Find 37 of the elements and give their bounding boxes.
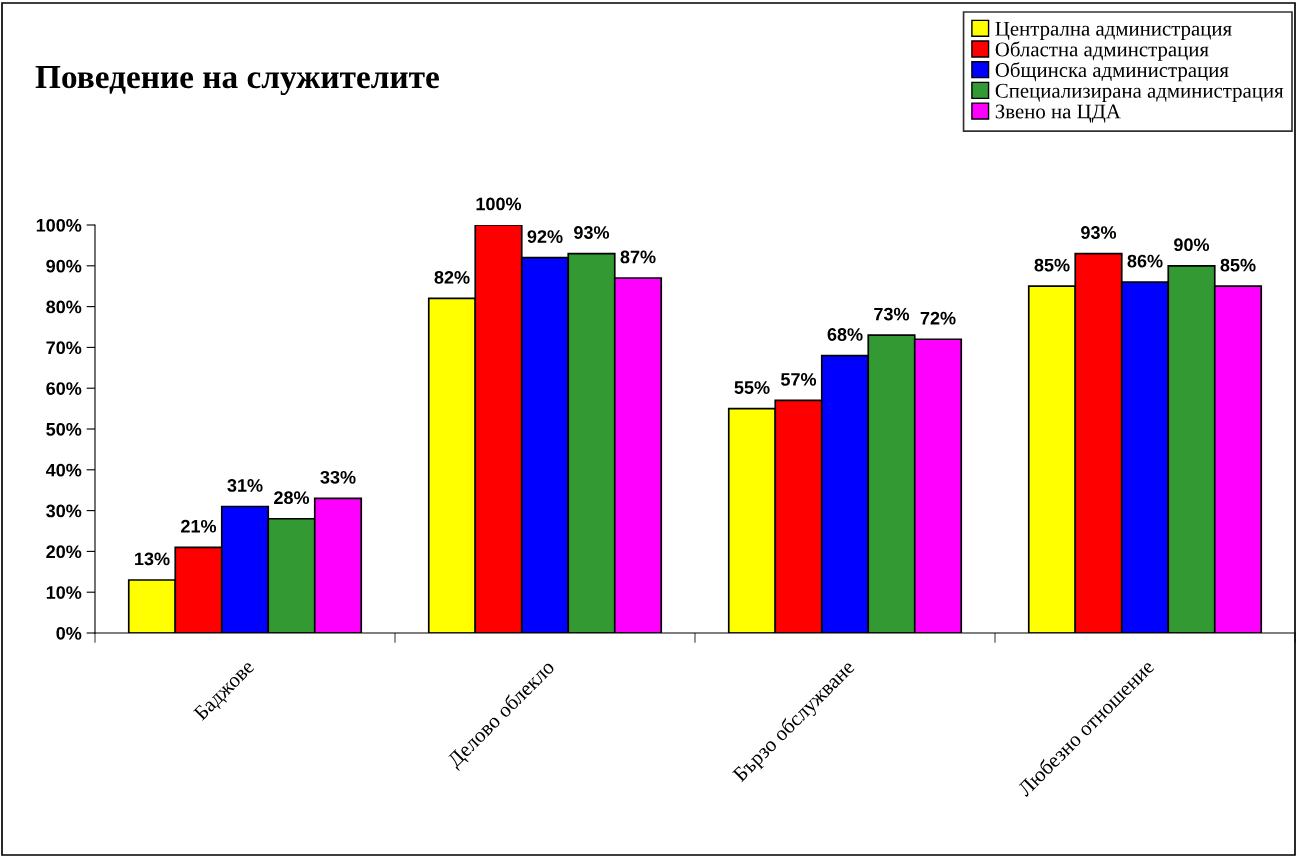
legend-label: Звено на ЦДА — [995, 104, 1121, 123]
data-label: 90% — [1174, 238, 1210, 252]
data-label: 33% — [320, 470, 356, 484]
y-tick-label: 60% — [46, 382, 82, 395]
y-tick-label: 50% — [46, 422, 82, 436]
data-label: 57% — [780, 373, 817, 386]
y-tick-label: 100% — [36, 218, 82, 232]
legend-label: Общинска администрация — [995, 62, 1229, 82]
data-label: 73% — [874, 307, 910, 321]
data-label: 100% — [476, 197, 522, 211]
y-tick-label: 80% — [46, 300, 82, 314]
legend-label: Централна администрация — [995, 21, 1232, 40]
y-tick-label: 70% — [46, 341, 82, 355]
data-label: 13% — [135, 552, 170, 566]
data-label: 72% — [920, 311, 956, 325]
data-label: 93% — [1081, 226, 1117, 239]
data-label: 85% — [1034, 258, 1070, 272]
data-label: 87% — [620, 250, 656, 264]
data-label: 86% — [1127, 254, 1163, 268]
y-tick-label: 40% — [45, 463, 82, 477]
data-label: 85% — [1220, 258, 1256, 272]
y-tick-label: 20% — [46, 545, 82, 559]
data-label: 21% — [181, 519, 217, 533]
data-label: 92% — [527, 230, 563, 243]
data-label: 68% — [827, 328, 863, 341]
y-tick-label: 30% — [46, 504, 82, 518]
data-label: 93% — [574, 226, 610, 239]
y-tick-label: 0% — [56, 626, 82, 640]
legend-label: Специализирана администрация — [995, 83, 1284, 103]
chart-title: Поведение на служителите — [35, 66, 439, 96]
data-label: 55% — [734, 381, 770, 394]
data-label: 31% — [227, 479, 263, 492]
legend-label: Областна админстрация — [995, 41, 1209, 61]
y-tick-label: 90% — [46, 259, 82, 273]
data-label: 28% — [274, 491, 310, 505]
y-tick-label: 10% — [46, 586, 82, 599]
data-label: 82% — [434, 270, 470, 284]
